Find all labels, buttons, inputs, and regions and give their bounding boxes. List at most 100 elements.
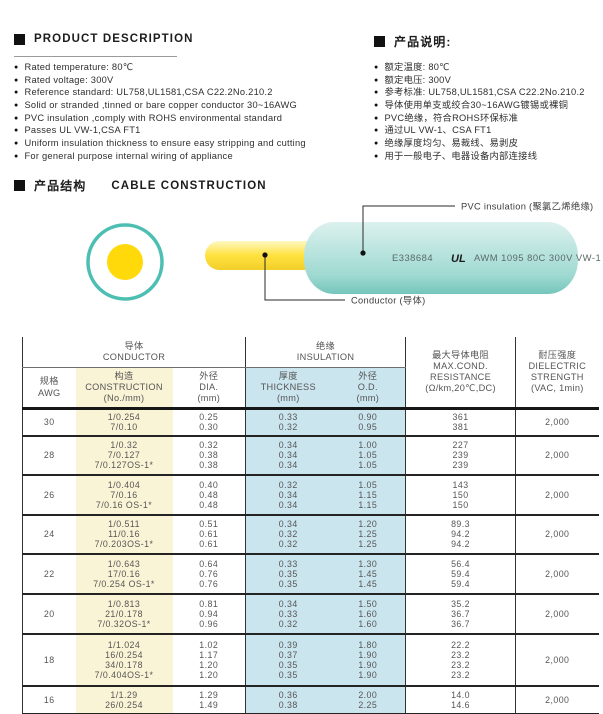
bullet-item: ● 通过UL VW-1、CSA FT1 (374, 125, 603, 136)
dia-cell: 0.40 0.48 0.48 (172, 474, 247, 516)
construction-cell: 1/0.643 17/0.16 7/0.254 OS-1* (75, 553, 173, 595)
bullet-text: Solid or stranded ,tinned or bare copper… (24, 100, 298, 111)
od-cell: 1.30 1.45 1.45 (330, 553, 407, 595)
construction-cell: 1/0.511 11/0.16 7/0.203OS-1* (75, 514, 173, 555)
bullet-item: ● 额定温度: 80℃ (374, 62, 603, 73)
construction-cell: 1/1.29 26/0.254 (75, 685, 173, 714)
dielectric-cell: 2,000 (515, 685, 599, 714)
dia-cell: 0.51 0.61 0.61 (172, 514, 247, 555)
bullet-icon: ● (14, 89, 19, 97)
bullet-item: ● For general purpose internal wiring of … (14, 151, 386, 162)
bullet-text: Reference standard: UL758,UL1581,CSA C22… (24, 87, 273, 98)
bullet-text: 通过UL VW-1、CSA FT1 (384, 125, 492, 136)
bullet-text: Passes UL VW-1,CSA FT1 (24, 125, 141, 136)
construction-cell: 1/0.404 7/0.16 7/0.16 OS-1* (75, 474, 173, 516)
construction-cell: 1/0.813 21/0.178 7/0.32OS-1* (75, 593, 173, 635)
product-description-cn-title: 产品说明: (394, 35, 452, 49)
cable-print-spec: AWM 1095 80C 300V VW-1 (474, 252, 601, 263)
bullet-icon: ● (374, 89, 379, 97)
cable-print-cert: E338684 (392, 252, 433, 263)
awg-header: 规格 AWG (22, 367, 76, 410)
dielectric-cell: 2,000 (515, 474, 599, 516)
dia-header: 外径 DIA. (mm) (172, 367, 247, 410)
conductor-leader-line (264, 255, 345, 301)
bullet-icon: ● (374, 102, 379, 110)
spec-row-28: 28 1/0.32 7/0.127 7/0.127OS-1* 0.32 0.38 0.38 0… (22, 435, 599, 476)
spec-row-20: 20 1/0.813 21/0.178 7/0.32OS-1* 0.81 0.94 0.96… (22, 593, 599, 635)
bullet-item: ● Rated voltage: 300V (14, 75, 386, 86)
bullet-icon: ● (14, 102, 19, 110)
awg-cell: 22 (22, 553, 76, 595)
od-cell: 1.50 1.60 1.60 (330, 593, 407, 635)
bullet-item: ● 导体使用单支或绞合30~16AWG镀锡或裸铜 (374, 100, 603, 111)
resistance-cell: 361 381 (405, 408, 517, 437)
resistance-cell: 143 150 150 (405, 474, 517, 516)
bullet-icon: ● (14, 64, 19, 71)
insulation-group-header: 绝缘 INSULATION (245, 337, 407, 368)
spec-row-24: 24 1/0.511 11/0.16 7/0.203OS-1* 0.51 0.61 0.61… (22, 514, 599, 555)
bullet-icon: ● (374, 127, 379, 135)
bullet-icon: ● (14, 114, 19, 122)
bullet-item: ● Rated temperature: 80℃ (14, 62, 386, 73)
bullet-text: Uniform insulation thickness to ensure e… (24, 138, 306, 149)
construction-cell: 1/0.254 7/0.10 (75, 408, 173, 437)
cable-construction-title-en: CABLE CONSTRUCTION (111, 179, 267, 192)
insulation-leader-line (362, 205, 455, 253)
construction-header: 构造 CONSTRUCTION (No./mm) (75, 367, 173, 410)
resistance-header: 最大导体电阻 MAX.COND. RESISTANCE (Ω/km,20℃,DC) (405, 337, 517, 410)
thickness-cell: 0.39 0.37 0.35 0.35 (245, 633, 331, 687)
dia-cell: 0.64 0.76 0.76 (172, 553, 247, 595)
bullet-text: 额定温度: 80℃ (384, 62, 450, 72)
dielectric-cell: 2,000 (515, 408, 599, 437)
thickness-cell: 0.33 0.35 0.35 (245, 553, 331, 595)
od-cell: 0.90 0.95 (330, 408, 407, 437)
bullet-icon: ● (374, 114, 379, 122)
thickness-cell: 0.34 0.33 0.32 (245, 593, 331, 635)
product-description-title: PRODUCT DESCRIPTION (34, 33, 194, 45)
resistance-cell: 56.4 59.4 59.4 (405, 553, 517, 595)
bullet-text: Rated voltage: 300V (24, 74, 114, 85)
conductor-callout-dot (262, 252, 268, 258)
od-cell: 1.20 1.25 1.25 (330, 514, 407, 555)
thickness-cell: 0.32 0.34 0.34 (245, 474, 331, 516)
bullet-item: ● PVC绝缘，符合ROHS环保标准 (374, 113, 603, 124)
resistance-cell: 14.0 14.6 (405, 685, 517, 714)
bullet-item: ● 绝缘厚度均匀、易裁线、易剥皮 (374, 138, 603, 149)
bullet-text: 绝缘厚度均匀、易裁线、易剥皮 (384, 138, 519, 149)
awg-cell: 16 (22, 685, 76, 714)
insulation-label: PVC insulation (聚氯乙烯绝缘) (461, 201, 593, 212)
thickness-cell: 0.36 0.38 (245, 685, 331, 714)
bullet-item: ● Reference standard: UL758,UL1581,CSA C2… (14, 87, 386, 98)
dielectric-header: 耐压强度 DIELECTRIC STRENGTH (VAC, 1min) (515, 337, 599, 410)
bullet-text: For general purpose internal wiring of a… (24, 150, 233, 161)
awg-cell: 20 (22, 593, 76, 635)
dia-cell: 0.32 0.38 0.38 (172, 435, 247, 476)
bullet-text: 额定电压: 300V (384, 74, 452, 85)
awg-cell: 28 (22, 435, 76, 476)
insulation-body (304, 222, 578, 294)
bullet-item: ● Passes UL VW-1,CSA FT1 (14, 125, 386, 136)
cable-construction-diagram: E338684 UL AWM 1095 80C 300V VW-1 PVC in… (86, 201, 601, 306)
construction-cell: 1/1.024 16/0.254 34/0.178 7/0.404OS-1* (75, 633, 173, 687)
dia-cell: 0.25 0.30 (172, 408, 247, 437)
section-marker-icon (374, 36, 385, 47)
spec-row-30: 30 1/0.254 7/0.10 0.25 0.30 0.33 0.32 0.90 0.95 3… (22, 408, 599, 437)
dielectric-cell: 2,000 (515, 633, 599, 687)
spec-row-18: 18 1/1.024 16/0.254 34/0.178 7/0.404OS-1* 1.0… (22, 633, 599, 687)
dia-cell: 1.02 1.17 1.20 1.20 (172, 633, 247, 687)
spec-row-16: 16 1/1.29 26/0.254 1.29 1.49 0.36 0.38 2.00 2.25… (22, 685, 599, 714)
construction-cell: 1/0.32 7/0.127 7/0.127OS-1* (75, 435, 173, 476)
dia-cell: 0.81 0.94 0.96 (172, 593, 247, 635)
bullet-item: ● Uniform insulation thickness to ensure … (14, 138, 386, 149)
product-description-cn-list: ● 额定温度: 80℃ ● 额定电压: 300V ● 参考标准: UL758,UL1581… (374, 62, 603, 164)
thickness-header: 厚度 THICKNESS (mm) (245, 367, 331, 410)
thickness-cell: 0.33 0.32 (245, 408, 331, 437)
dia-cell: 1.29 1.49 (172, 685, 247, 714)
heading-underline (14, 56, 177, 57)
conductor-label: Conductor (导体) (351, 295, 425, 306)
awg-cell: 24 (22, 514, 76, 555)
ul-logo-icon: UL (451, 253, 466, 265)
resistance-cell: 227 239 239 (405, 435, 517, 476)
bullet-text: 导体使用单支或绞合30~16AWG镀锡或裸铜 (384, 100, 569, 111)
conductor-group-header: 导体 CONDUCTOR (22, 337, 247, 368)
